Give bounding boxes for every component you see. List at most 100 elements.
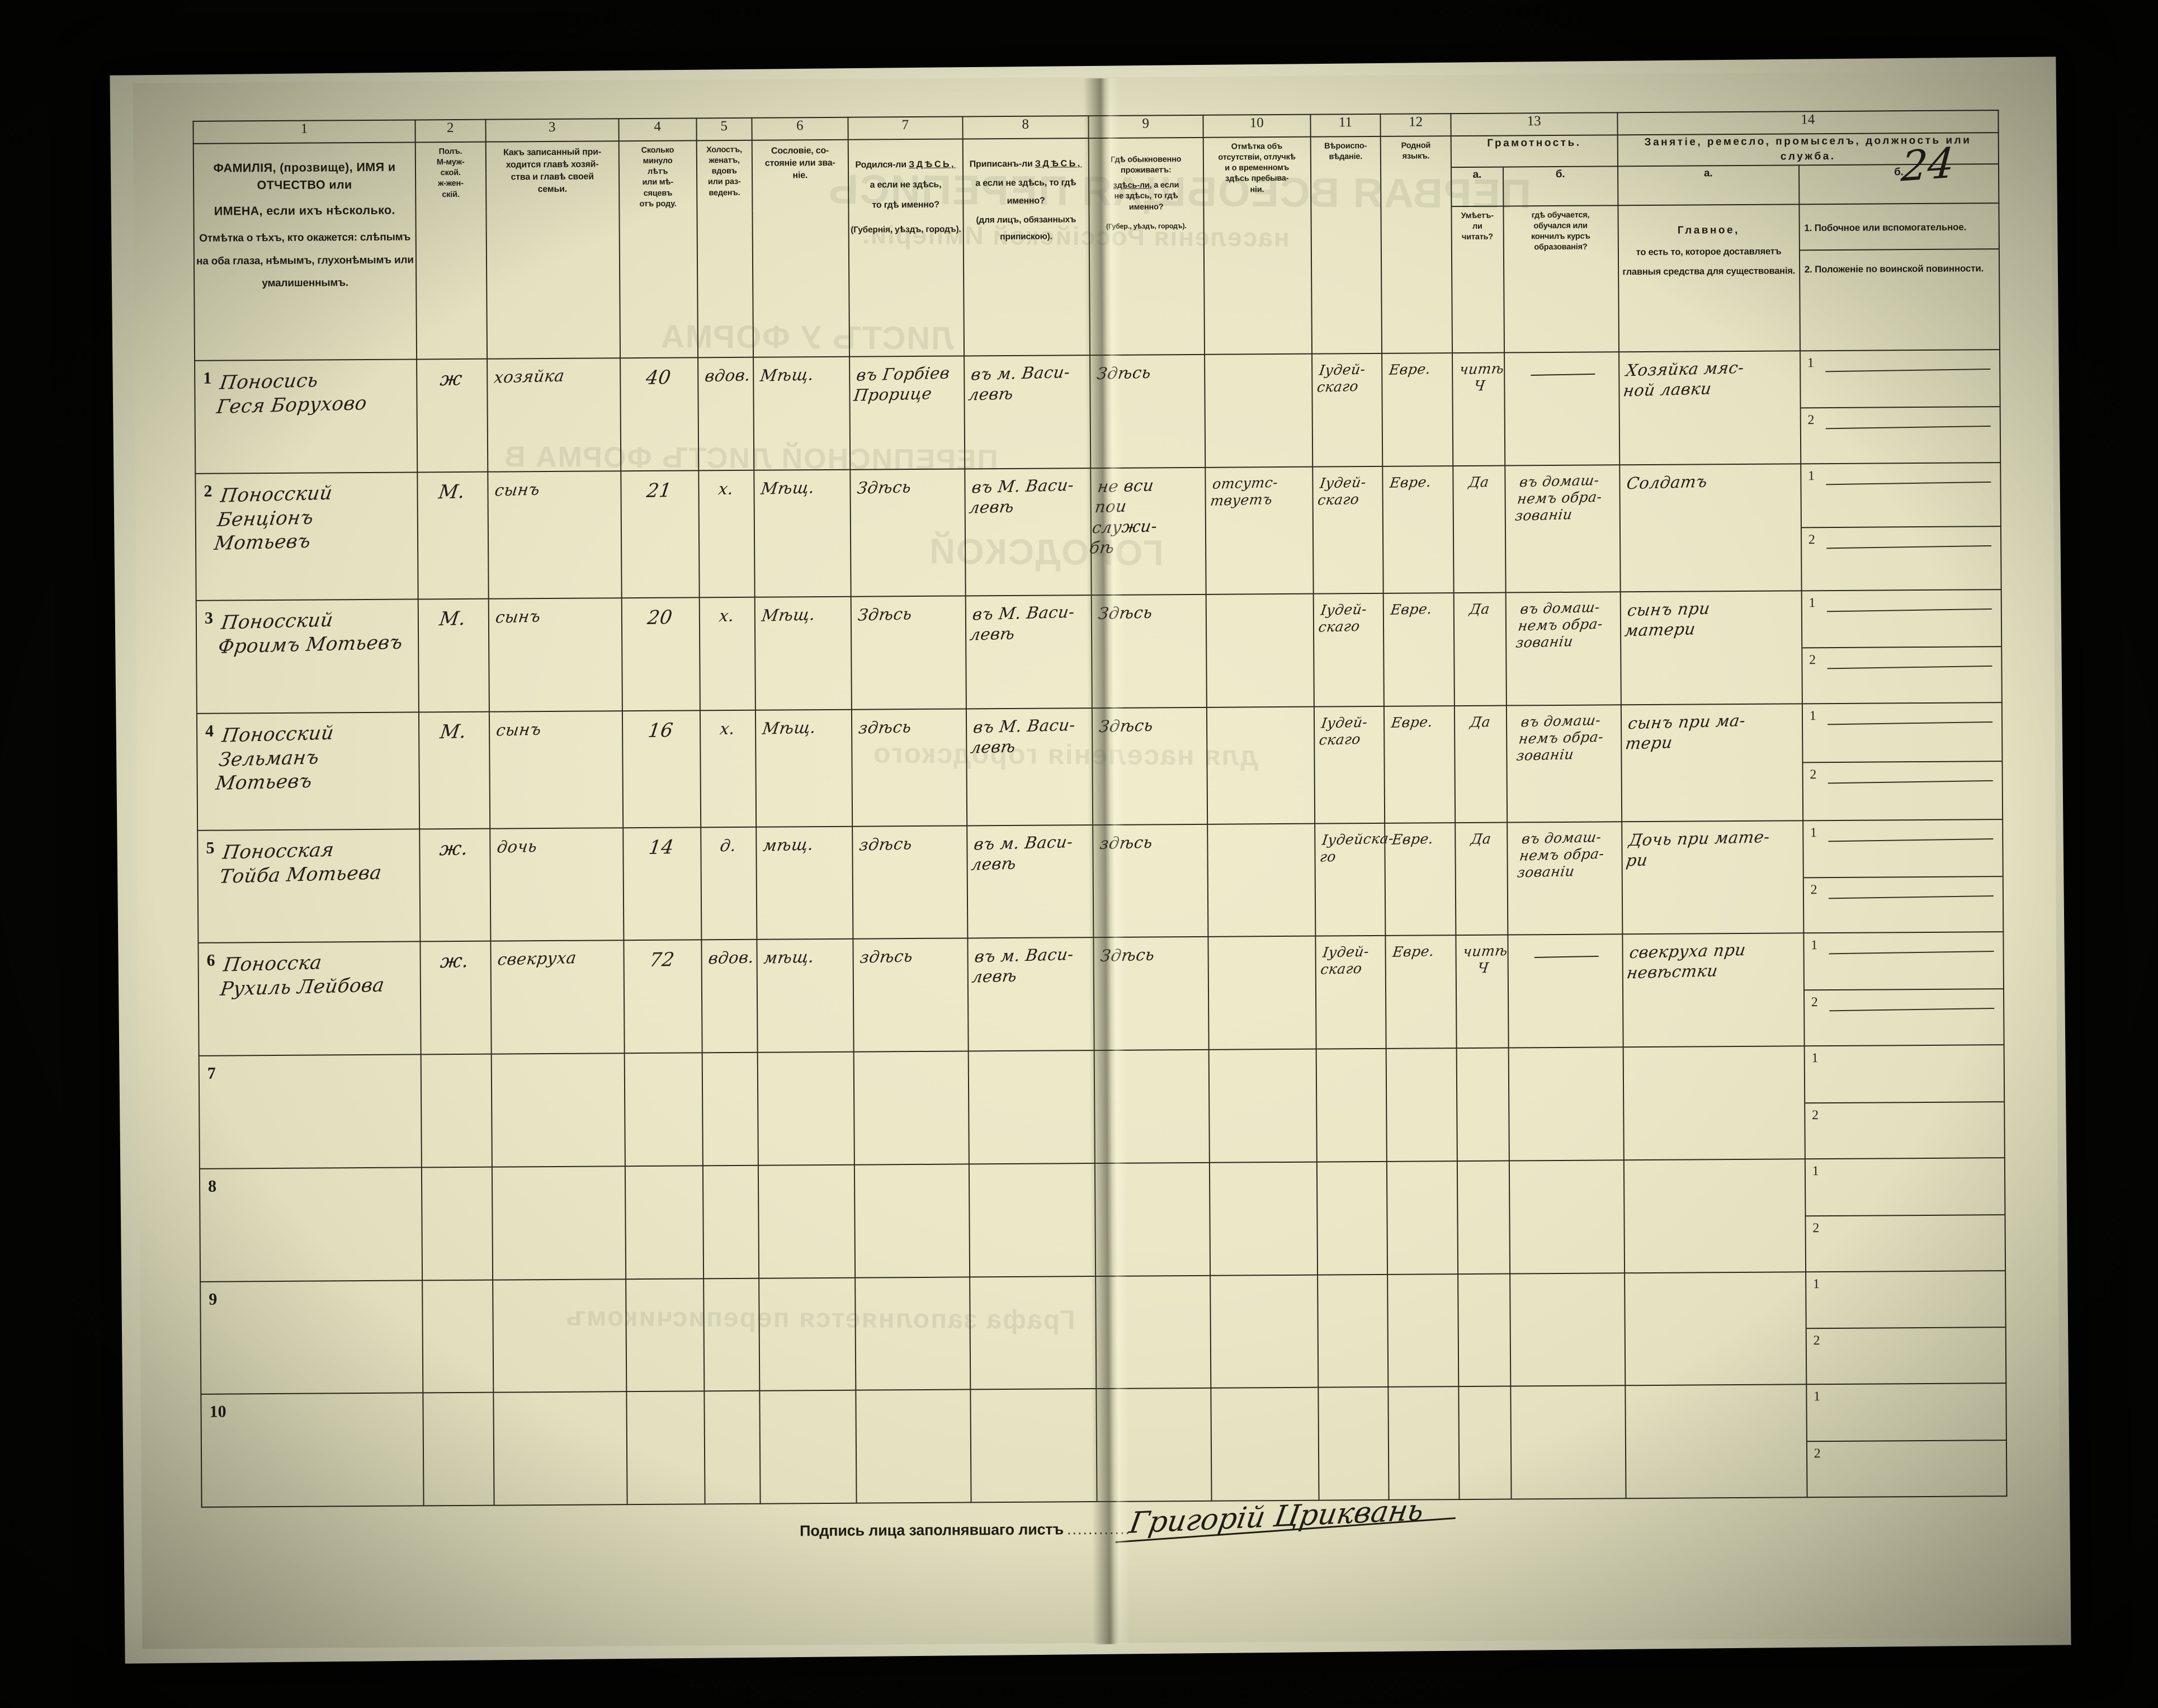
cell-registration[interactable]: въ М. Васи- левѣ <box>965 468 1092 596</box>
cell-name[interactable]: 4 Поносский Зельманъ Мотьевъ <box>196 712 420 831</box>
cell-absence[interactable] <box>1206 593 1314 707</box>
cell-birthplace[interactable]: здѣсь <box>853 938 969 1052</box>
cell-estate[interactable]: Мѣщ. <box>753 356 851 470</box>
cell-literacy-can-read[interactable]: Да <box>1455 822 1508 936</box>
cell-marital[interactable] <box>703 1278 760 1391</box>
cell-marital[interactable] <box>702 1052 758 1166</box>
cell-relation[interactable] <box>492 1278 627 1393</box>
cell-occupation-secondary[interactable]: 1 <box>1807 1384 2006 1441</box>
cell-age[interactable] <box>626 1391 705 1505</box>
table-row[interactable]: 3 Поносский Фроимъ Мотьевъ М. сынъ 20 х. Мѣщ. З… <box>196 589 2002 714</box>
cell-military-status[interactable]: 2 <box>1801 405 2000 463</box>
cell-marital[interactable]: вдов. <box>701 940 758 1053</box>
cell-relation[interactable]: дочь <box>489 827 624 942</box>
cell-age[interactable]: 72 <box>624 940 702 1054</box>
cell-registration[interactable]: въ м. Васи- левѣ <box>966 824 1094 938</box>
cell-age[interactable] <box>625 1278 704 1392</box>
cell-literacy-can-read[interactable] <box>1457 1160 1510 1274</box>
cell-estate[interactable]: Мѣщ. <box>754 596 852 710</box>
cell-name[interactable]: 3 Поносский Фроимъ Мотьевъ <box>196 599 419 714</box>
cell-residence[interactable]: не вси пои служи- бѣ <box>1088 467 1206 595</box>
cell-absence[interactable]: отсутс- твуетъ <box>1205 466 1314 595</box>
cell-literacy-can-read[interactable]: читѣ Ч <box>1456 935 1509 1049</box>
cell-religion[interactable]: Іудей- скаго <box>1311 353 1383 467</box>
cell-sex[interactable]: ж. <box>420 941 492 1055</box>
cell-name[interactable]: 1 Поносиcь Геся Борухово <box>195 359 418 474</box>
cell-estate[interactable] <box>757 1051 854 1166</box>
cell-sex[interactable]: М. <box>418 711 490 829</box>
cell-relation[interactable] <box>493 1391 627 1506</box>
cell-military-status[interactable]: 2 <box>1804 988 2004 1046</box>
cell-occupation-main[interactable]: Дочь при мате- ри <box>1621 820 1804 935</box>
cell-name[interactable]: 7 <box>199 1054 422 1169</box>
cell-language[interactable]: Евре. <box>1382 353 1453 466</box>
table-row[interactable]: 10 1 2 <box>201 1383 2007 1507</box>
cell-religion[interactable] <box>1316 1161 1388 1275</box>
cell-relation[interactable]: сынъ <box>487 470 622 599</box>
cell-occupation-secondary[interactable]: 1 <box>1805 1045 2004 1102</box>
cell-absence[interactable] <box>1207 823 1315 937</box>
cell-marital[interactable]: д. <box>700 827 757 940</box>
cell-occupation-main[interactable]: сынъ при ма- тери <box>1621 703 1803 822</box>
cell-literacy-can-read[interactable] <box>1458 1386 1512 1500</box>
cell-literacy-schooling[interactable] <box>1509 1160 1625 1274</box>
cell-literacy-schooling[interactable] <box>1508 1047 1624 1161</box>
cell-literacy-schooling[interactable] <box>1507 934 1623 1048</box>
cell-age[interactable]: 20 <box>621 597 700 711</box>
table-row[interactable]: 1 Поносиcь Геся Борухово ж хозяйка 40 вдов. Мѣ… <box>195 350 2001 474</box>
cell-military-status[interactable]: 2 <box>1803 875 2003 933</box>
cell-literacy-schooling[interactable]: въ домаш- немъ обра- зованіи <box>1505 592 1621 706</box>
cell-estate[interactable] <box>758 1277 856 1391</box>
cell-occupation-main[interactable]: Хозяйка мяс- ной лавки <box>1618 351 1801 465</box>
cell-religion[interactable] <box>1316 1048 1387 1162</box>
cell-language[interactable]: Евре. <box>1385 822 1456 936</box>
cell-marital[interactable] <box>702 1165 759 1278</box>
cell-registration[interactable]: въ М. Васи- левѣ <box>966 707 1093 826</box>
cell-birthplace[interactable] <box>854 1276 971 1390</box>
cell-occupation-main[interactable] <box>1623 1046 1805 1160</box>
cell-birthplace[interactable]: здѣсь <box>851 709 967 827</box>
cell-language[interactable] <box>1387 1273 1459 1388</box>
cell-estate[interactable]: Мѣщ. <box>755 709 852 827</box>
cell-residence[interactable] <box>1095 1275 1211 1389</box>
cell-residence[interactable] <box>1094 1162 1210 1276</box>
cell-literacy-schooling[interactable]: въ домаш- немъ обра- зованіи <box>1507 822 1622 935</box>
cell-registration[interactable] <box>969 1276 1097 1390</box>
cell-military-status[interactable]: 2 <box>1807 1440 2006 1497</box>
cell-residence[interactable]: Здѣсь <box>1092 707 1207 825</box>
cell-age[interactable]: 21 <box>620 470 700 598</box>
cell-residence[interactable]: Здѣсь <box>1091 594 1207 708</box>
cell-absence[interactable] <box>1206 706 1315 824</box>
cell-military-status[interactable]: 2 <box>1802 645 2001 703</box>
cell-birthplace[interactable] <box>854 1164 970 1278</box>
cell-marital[interactable] <box>703 1390 761 1504</box>
cell-military-status[interactable]: 2 <box>1803 761 2003 820</box>
cell-age[interactable]: 40 <box>620 357 698 471</box>
table-row[interactable]: 6 Поносска Рухиль Лейбова ж. свекруха 72 вдов… <box>198 932 2004 1056</box>
cell-marital[interactable]: х. <box>698 470 755 598</box>
cell-name[interactable]: 8 <box>199 1167 423 1282</box>
cell-marital[interactable]: х. <box>700 710 756 828</box>
cell-registration[interactable] <box>970 1389 1097 1503</box>
cell-religion[interactable] <box>1318 1387 1389 1501</box>
cell-registration[interactable]: въ м. Васи- левѣ <box>967 937 1094 1051</box>
cell-residence[interactable]: Здѣсь <box>1093 937 1209 1051</box>
cell-estate[interactable]: мѣщ. <box>755 826 853 940</box>
cell-relation[interactable]: свекруха <box>490 940 625 1054</box>
cell-relation[interactable]: сынъ <box>488 598 622 712</box>
cell-age[interactable] <box>625 1166 703 1279</box>
cell-absence[interactable] <box>1208 936 1316 1050</box>
cell-occupation-main[interactable] <box>1624 1271 1806 1386</box>
cell-literacy-schooling[interactable]: въ домаш- немъ обра- зованіи <box>1506 704 1622 823</box>
cell-residence[interactable]: здѣсь <box>1092 824 1208 938</box>
cell-military-status[interactable]: 2 <box>1801 526 2001 591</box>
cell-sex[interactable]: ж <box>416 358 488 473</box>
cell-religion[interactable]: Іудейска- го <box>1314 823 1395 937</box>
cell-religion[interactable] <box>1317 1274 1389 1388</box>
cell-religion[interactable]: Іудей- скаго <box>1312 466 1383 594</box>
